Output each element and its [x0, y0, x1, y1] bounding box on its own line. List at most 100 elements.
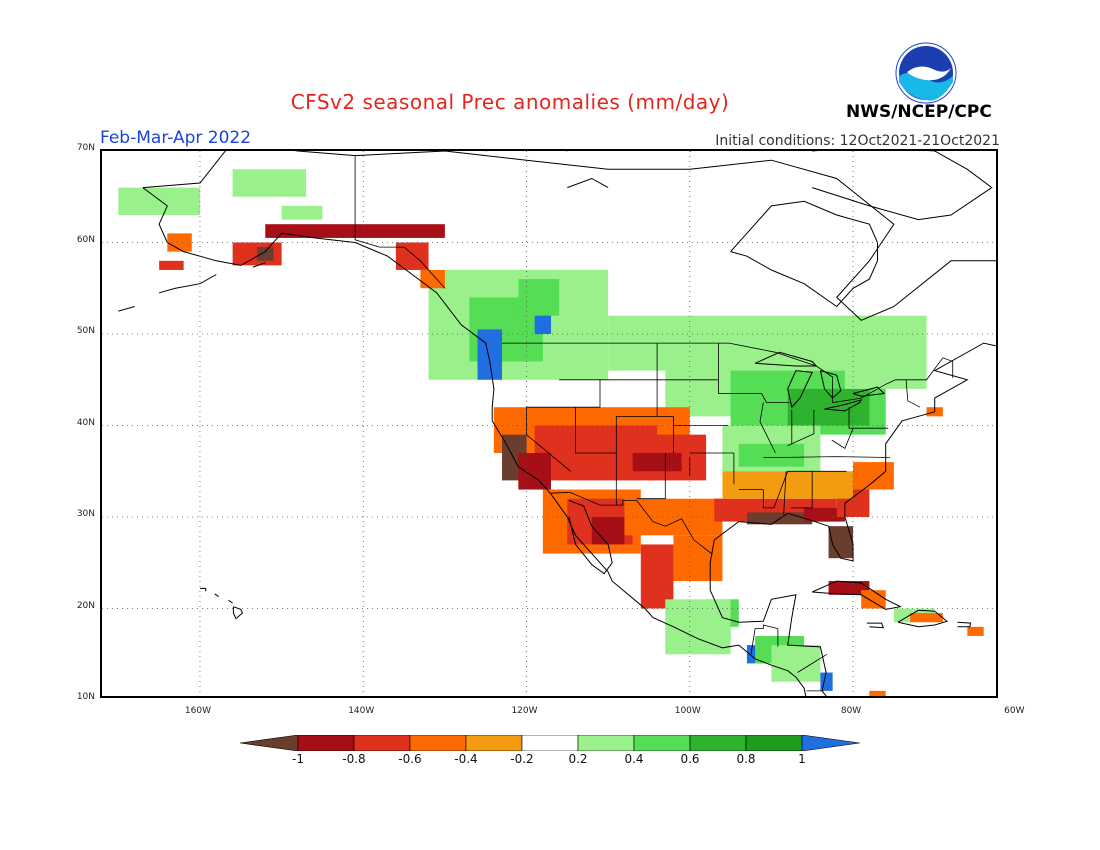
- border-line: [502, 342, 954, 404]
- anomaly-cell: [738, 443, 805, 467]
- colorbar-segment: [521, 735, 579, 751]
- anomaly-cell: [861, 590, 886, 609]
- colorbar-tick-label: -1: [292, 752, 304, 766]
- colorbar-arrow-right: [801, 735, 860, 751]
- anomaly-cell: [159, 260, 184, 270]
- longitude-label: 160W: [184, 706, 211, 716]
- border-line: [689, 452, 735, 485]
- agency-label: NWS/NCEP/CPC: [846, 102, 992, 122]
- map-title: CFSv2 seasonal Prec anomalies (mm/day): [290, 90, 730, 114]
- anomaly-cell: [771, 645, 821, 682]
- coastline: [214, 593, 219, 598]
- border-line: [526, 379, 601, 408]
- anomaly-cell: [118, 187, 200, 216]
- colorbar-tick-label: -0.4: [454, 752, 478, 766]
- colorbar-segment: [465, 735, 523, 751]
- coastline: [957, 621, 972, 628]
- map-panel: [100, 149, 998, 698]
- colorbar-segment: [745, 735, 803, 751]
- coastline: [232, 606, 244, 620]
- border-line: [761, 393, 790, 403]
- colorbar-segment: [577, 735, 635, 751]
- anomaly-cell: [477, 329, 503, 380]
- colorbar-tick-label: -0.6: [398, 752, 422, 766]
- anomaly-cell: [828, 581, 870, 595]
- anomaly-cell: [869, 690, 886, 696]
- coastline: [228, 599, 233, 604]
- anomaly-cell: [257, 247, 274, 261]
- border-line: [762, 470, 847, 509]
- anomaly-cell: [518, 452, 551, 490]
- colorbar-segment: [353, 735, 411, 751]
- latitude-label: 20N: [76, 600, 95, 611]
- anomaly-cell: [673, 535, 723, 582]
- noaa-logo: [895, 42, 957, 104]
- border-line: [636, 453, 666, 500]
- border-line: [905, 379, 921, 408]
- latitude-label: 30N: [76, 509, 95, 519]
- anomaly-cell: [967, 626, 984, 636]
- colorbar-tick-label: 0.2: [568, 752, 588, 766]
- latitude-label: 70N: [76, 143, 95, 153]
- coastline: [824, 399, 863, 412]
- colorbar-segment: [633, 735, 691, 751]
- anomaly-cell: [804, 507, 845, 522]
- colorbar-tick-label: 0.8: [736, 752, 756, 766]
- anomaly-cell: [518, 279, 560, 316]
- anomaly-cell: [167, 233, 192, 252]
- colorbar-segment: [297, 735, 355, 751]
- coastline: [252, 262, 266, 268]
- border-line: [763, 456, 890, 458]
- colorbar-tick-label: -0.8: [342, 752, 366, 766]
- border-line: [787, 409, 815, 446]
- border-line: [797, 653, 828, 673]
- coastline: [158, 274, 217, 294]
- colorbar-tick-label: 0.4: [624, 752, 644, 766]
- coastline: [142, 187, 807, 696]
- colorbar-tick-label: 0.6: [680, 752, 700, 766]
- longitude-label: 100W: [674, 706, 701, 716]
- colorbar-tick-label: 1: [798, 752, 806, 766]
- longitude-label: 120W: [511, 706, 538, 716]
- coastline: [730, 200, 878, 308]
- anomaly-cell: [624, 498, 723, 536]
- coastline: [866, 622, 885, 629]
- anomaly-cell: [665, 599, 731, 655]
- colorbar-tick-label: -0.2: [510, 752, 534, 766]
- latitude-label: 50N: [76, 326, 95, 336]
- border-line: [783, 471, 787, 515]
- anomaly-cell: [632, 452, 682, 472]
- anomaly-cell: [853, 466, 878, 481]
- border-line: [759, 402, 776, 454]
- coastline: [819, 370, 842, 399]
- colorbar-segment: [409, 735, 467, 751]
- longitude-label: 80W: [840, 706, 862, 716]
- precip-anomaly-map: [102, 151, 996, 696]
- initial-conditions: Initial conditions: 12Oct2021-21Oct2021: [715, 133, 1000, 149]
- border-line: [354, 155, 446, 289]
- coastline: [568, 500, 613, 575]
- longitude-label: 140W: [348, 706, 375, 716]
- coastline: [852, 386, 886, 397]
- anomaly-cell: [591, 517, 625, 545]
- anomaly-cell: [640, 544, 674, 609]
- anomaly-cell: [722, 471, 854, 499]
- coastline: [200, 587, 207, 592]
- border-line: [848, 407, 889, 429]
- latitude-label: 60N: [76, 234, 95, 245]
- longitude-label: 60W: [1004, 706, 1025, 716]
- border-line: [791, 471, 813, 509]
- border-line: [831, 428, 854, 449]
- colorbar-arrow-left: [240, 735, 299, 751]
- anomaly-cell: [281, 205, 323, 220]
- coastline: [812, 151, 993, 221]
- coastline: [811, 580, 902, 610]
- coastline: [787, 370, 813, 409]
- coastline: [567, 177, 609, 189]
- colorbar-segment: [689, 735, 747, 751]
- latitude-label: 40N: [76, 417, 95, 428]
- colorbar: [240, 735, 860, 751]
- latitude-label: 10N: [76, 692, 95, 702]
- border-line: [550, 491, 713, 555]
- forecast-period: Feb-Mar-Apr 2022: [100, 128, 252, 148]
